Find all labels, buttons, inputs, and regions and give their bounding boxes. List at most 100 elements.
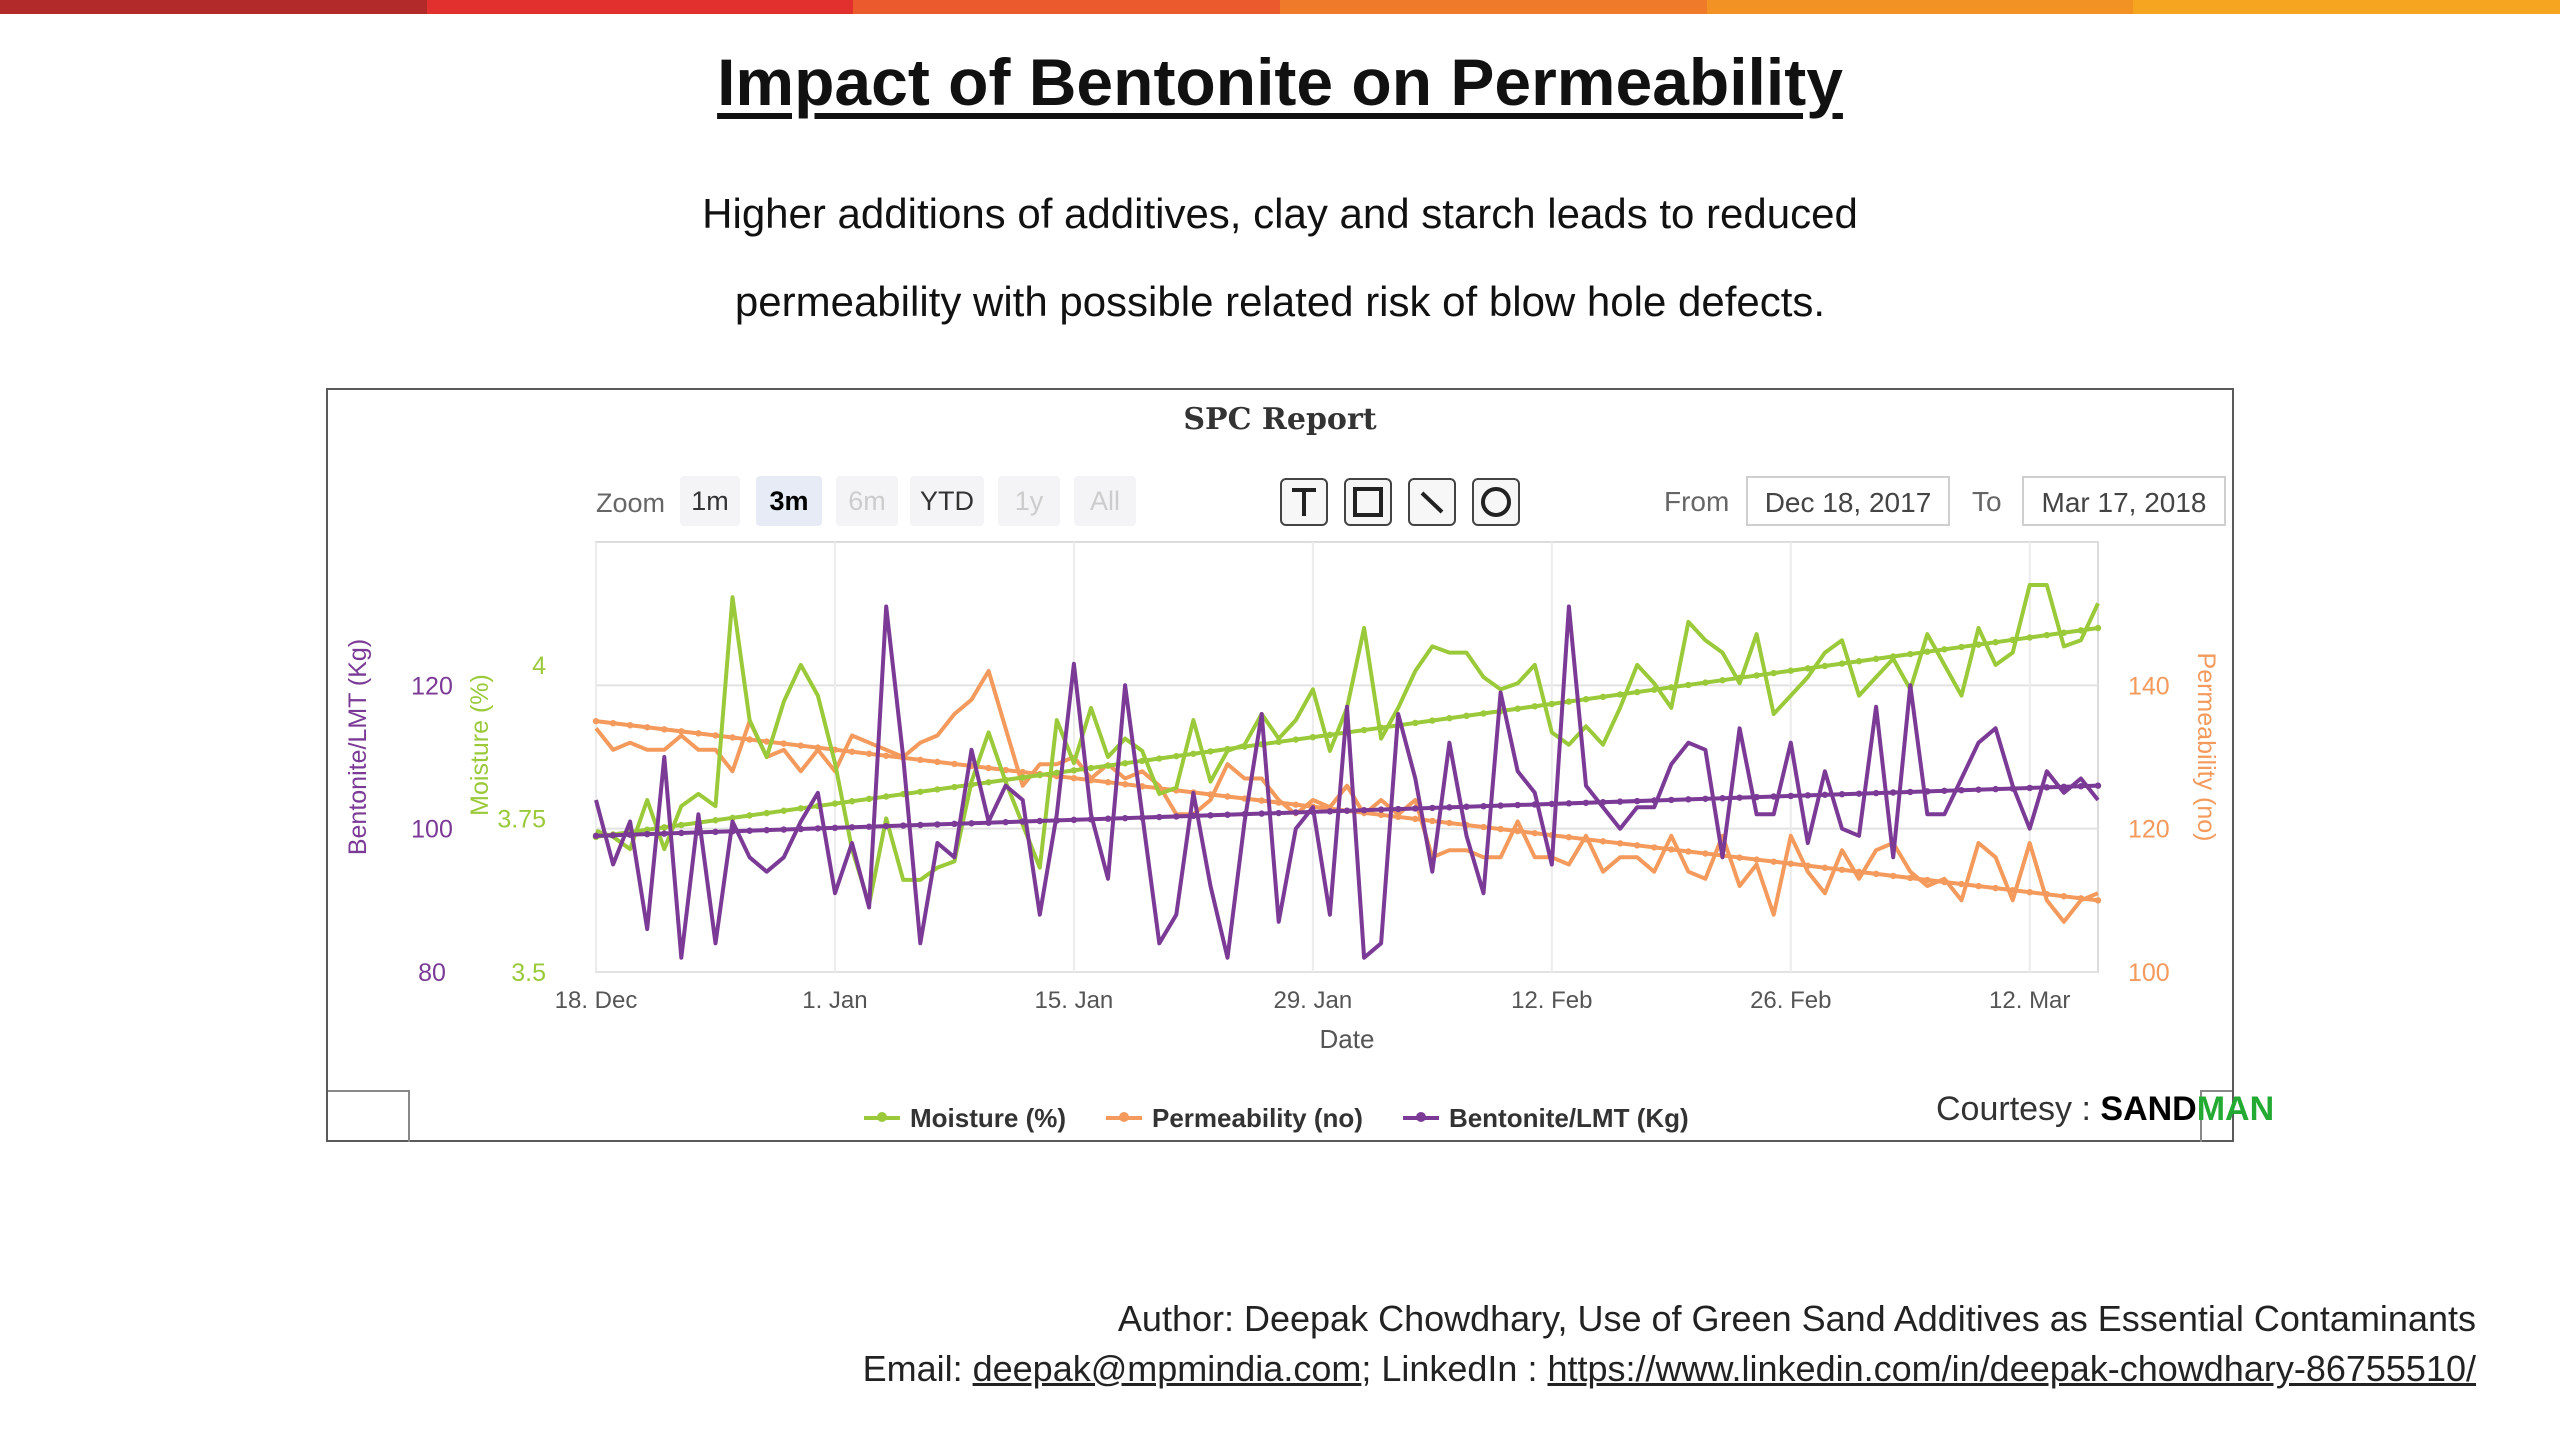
trend-point-moisture bbox=[1429, 717, 1436, 724]
y-tick-label-bentonite: 80 bbox=[418, 959, 446, 987]
zoom-1m-button[interactable]: 1m bbox=[680, 476, 740, 526]
trend-point-bentonite bbox=[1104, 815, 1112, 822]
trend-point-permeability bbox=[917, 756, 924, 764]
trend-point-bentonite bbox=[678, 829, 685, 837]
rectangle-tool-button[interactable] bbox=[1344, 478, 1392, 526]
trend-point-bentonite bbox=[1975, 786, 1982, 793]
legend-item-permeability[interactable]: Permeability (no) bbox=[1106, 1103, 1363, 1134]
trend-point-permeability bbox=[1258, 797, 1265, 804]
trend-point-bentonite bbox=[1377, 806, 1385, 813]
zoom-3m-button[interactable]: 3m bbox=[756, 476, 822, 526]
slide-subtitle-line-2: permeability with possible related risk … bbox=[734, 278, 1826, 325]
trend-point-bentonite bbox=[1582, 799, 1590, 806]
trend-point-bentonite bbox=[780, 826, 787, 833]
trend-point-bentonite bbox=[1156, 813, 1163, 821]
zoom-all-button[interactable]: All bbox=[1074, 476, 1136, 526]
trend-point-permeability bbox=[1838, 866, 1846, 873]
trend-point-permeability bbox=[1633, 842, 1641, 849]
trend-point-moisture bbox=[1019, 774, 1026, 781]
trend-point-permeability bbox=[609, 720, 617, 727]
trend-point-moisture bbox=[712, 817, 719, 824]
text-tool-button[interactable] bbox=[1280, 478, 1328, 526]
legend-label-bentonite: Bentonite/LMT (Kg) bbox=[1448, 1102, 1689, 1133]
y-tick-label-moisture: 3.5 bbox=[511, 959, 546, 987]
trend-point-moisture bbox=[644, 826, 651, 833]
circle-tool-button[interactable] bbox=[1472, 478, 1520, 526]
zoom-label: Zoom bbox=[596, 488, 666, 518]
linkedin-link[interactable]: https://www.linkedin.com/in/deepak-chowd… bbox=[1547, 1348, 2476, 1389]
trend-point-bentonite bbox=[2094, 782, 2102, 789]
to-date-input[interactable]: Mar 17, 2018 bbox=[2022, 476, 2226, 526]
text-tool-icon bbox=[1292, 488, 1316, 516]
trend-point-bentonite bbox=[746, 827, 753, 834]
trend-point-bentonite bbox=[1633, 797, 1641, 805]
trend-point-moisture bbox=[1975, 641, 1982, 648]
zoom-6m-button[interactable]: 6m bbox=[836, 476, 898, 526]
trend-point-permeability bbox=[2026, 888, 2033, 896]
trend-point-moisture bbox=[1599, 693, 1607, 701]
linkedin-label: ; LinkedIn : bbox=[1361, 1348, 1548, 1389]
zoom-1y-button[interactable]: 1y bbox=[998, 476, 1060, 526]
trend-point-moisture bbox=[1616, 691, 1624, 698]
line-tool-icon bbox=[1420, 491, 1444, 514]
trend-point-permeability bbox=[1224, 793, 1231, 800]
series-line-bentonite bbox=[594, 604, 2100, 960]
trend-point-moisture bbox=[1053, 769, 1061, 776]
email-link[interactable]: deepak@mpmindia.com bbox=[972, 1348, 1362, 1389]
trend-point-bentonite bbox=[1907, 788, 1914, 796]
trend-point-permeability bbox=[1685, 848, 1692, 855]
trend-point-bentonite bbox=[661, 830, 668, 837]
trend-point-moisture bbox=[1804, 665, 1812, 672]
trend-point-permeability bbox=[1702, 850, 1709, 857]
trend-point-moisture bbox=[1070, 767, 1078, 774]
trend-point-permeability bbox=[1429, 817, 1436, 825]
y-axis-title-bentonite: Bentonite/LMT (Kg) bbox=[344, 639, 372, 855]
trend-point-moisture bbox=[1360, 726, 1368, 734]
trend-point-permeability bbox=[592, 717, 600, 725]
legend-swatch-permeability bbox=[1106, 1112, 1142, 1122]
author-line: Author: Deepak Chowdhary, Use of Green S… bbox=[1117, 1298, 2476, 1339]
trend-point-moisture bbox=[1514, 705, 1521, 712]
legend-item-bentonite[interactable]: Bentonite/LMT (Kg) bbox=[1402, 1102, 1689, 1134]
y-tick-label-permeability: 100 bbox=[2128, 959, 2170, 987]
trend-point-permeability bbox=[678, 728, 685, 735]
slide-subtitle-line-1: Higher additions of additives, clay and … bbox=[702, 190, 1858, 237]
zoom-ytd-button[interactable]: YTD bbox=[910, 476, 984, 526]
trend-point-permeability bbox=[746, 736, 753, 743]
trend-point-bentonite bbox=[831, 824, 839, 832]
trend-point-bentonite bbox=[1429, 804, 1436, 812]
x-axis-title: Date bbox=[1320, 1024, 1375, 1054]
trend-point-bentonite bbox=[1872, 789, 1880, 797]
y-axis-title-moisture: Moisture (%) bbox=[466, 674, 494, 816]
trend-point-moisture bbox=[1821, 662, 1829, 670]
trend-point-bentonite bbox=[1548, 800, 1556, 808]
trend-point-permeability bbox=[1565, 834, 1573, 841]
color-stripe bbox=[1706, 0, 2134, 14]
trend-point-bentonite bbox=[882, 822, 890, 830]
courtesy-brand-sand: SAND bbox=[2100, 1090, 2197, 1128]
trend-point-bentonite bbox=[1958, 787, 1965, 794]
trend-point-bentonite bbox=[1497, 802, 1504, 809]
trend-point-moisture bbox=[985, 779, 992, 786]
trend-point-bentonite bbox=[1121, 814, 1129, 822]
trend-point-moisture bbox=[934, 786, 941, 793]
trend-point-bentonite bbox=[1275, 809, 1282, 817]
trend-point-permeability bbox=[1412, 815, 1419, 823]
line-tool-button[interactable] bbox=[1408, 478, 1456, 526]
legend-item-moisture[interactable]: Moisture (%) bbox=[864, 1103, 1066, 1134]
trend-point-permeability bbox=[1975, 882, 1982, 890]
trend-point-bentonite bbox=[1514, 801, 1521, 809]
color-stripe bbox=[426, 0, 854, 14]
chart-plot-area: 18. Dec 1. Jan 15. Jan 29. Jan 12. Feb 26. Fe… bbox=[344, 541, 2220, 1054]
trend-point-bentonite bbox=[2026, 784, 2033, 792]
y-tick-label-moisture: 4 bbox=[532, 652, 546, 680]
trend-point-moisture bbox=[2094, 624, 2102, 632]
from-date-input[interactable]: Dec 18, 2017 bbox=[1746, 476, 1950, 526]
trend-point-bentonite bbox=[848, 824, 856, 831]
trend-point-moisture bbox=[2043, 631, 2050, 639]
trend-point-moisture bbox=[865, 795, 873, 803]
trend-point-permeability bbox=[1497, 825, 1504, 833]
trend-point-permeability bbox=[1907, 874, 1914, 882]
trend-point-bentonite bbox=[2043, 784, 2050, 791]
trend-point-bentonite bbox=[1685, 796, 1692, 803]
